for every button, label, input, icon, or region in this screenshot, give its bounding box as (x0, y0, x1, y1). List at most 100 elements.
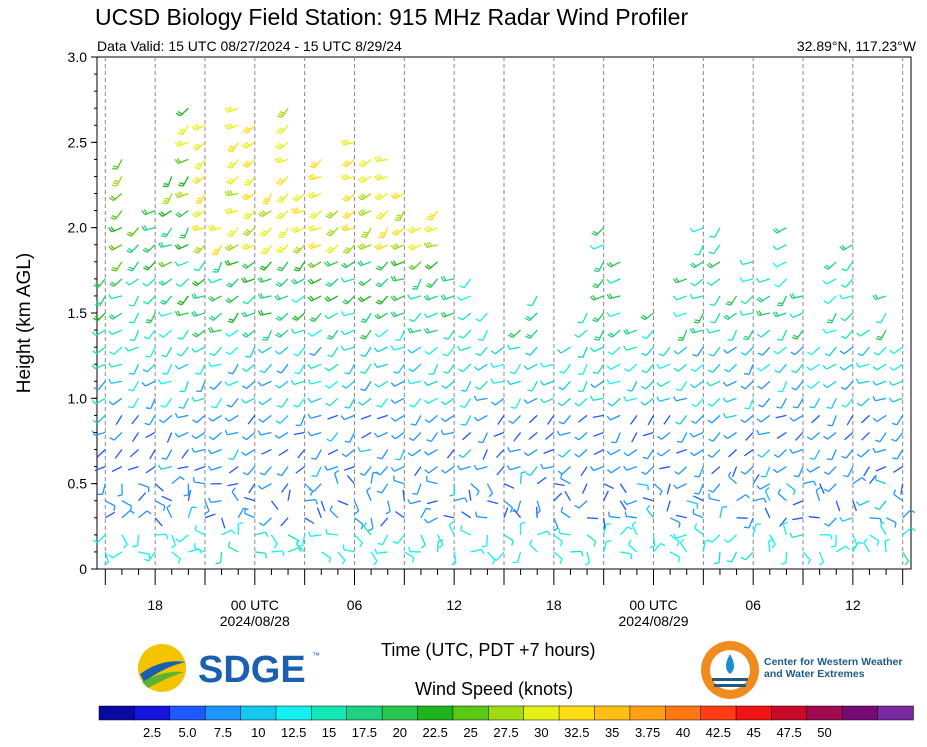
wind-barb-feather (823, 471, 829, 475)
wind-barb-shaft (149, 346, 156, 358)
wind-barb-shaft (344, 414, 355, 421)
wind-barb-feather (341, 264, 346, 269)
wind-barb-feather (459, 405, 465, 409)
wind-barb-feather (396, 214, 402, 217)
wind-barb-feather (228, 244, 234, 249)
wind-barb-feather (839, 294, 843, 300)
wind-barb-feather (894, 522, 897, 528)
y-tick-label: 0.5 (68, 476, 88, 492)
wind-barb-shaft (626, 465, 638, 471)
wind-barb-shaft (178, 363, 189, 370)
wind-barb-shaft (711, 414, 721, 424)
wind-barb-shaft (543, 397, 555, 404)
wind-barb-shaft (826, 380, 837, 389)
wind-barb-shaft (745, 432, 754, 441)
wind-barb-shaft (410, 380, 422, 385)
wind-barb-shaft (133, 295, 140, 307)
wind-barb-feather (676, 440, 683, 444)
wind-barb-shaft (113, 432, 123, 441)
wind-barb-shaft (516, 500, 522, 512)
wind-barb-shaft (364, 346, 372, 357)
wind-barb-feather (144, 265, 150, 269)
wind-barb-feather (740, 352, 746, 356)
wind-barb-feather (207, 278, 212, 284)
wind-barb-shaft (609, 380, 621, 385)
wind-barb-feather (411, 226, 416, 231)
wind-barb-feather (344, 372, 350, 375)
wind-barb-shaft (835, 500, 841, 512)
wind-barb-shaft (547, 415, 555, 425)
wind-barb-shaft (748, 398, 754, 409)
wind-barb-shaft (279, 380, 289, 389)
wind-barb-feather (693, 321, 699, 324)
wind-barb-feather (393, 230, 399, 235)
wind-barb-feather (326, 336, 332, 340)
wind-barb-feather (824, 353, 830, 357)
wind-barb-feather (891, 438, 897, 442)
wind-barb-feather (606, 415, 611, 421)
wind-barb-shaft (636, 483, 648, 487)
wind-barb-feather (207, 449, 212, 455)
wind-barb-shaft (399, 329, 405, 341)
wind-barb-shaft (329, 509, 339, 519)
wind-barb-shaft (619, 500, 627, 511)
wind-barb-feather (740, 470, 746, 475)
wind-barb-feather (291, 279, 296, 285)
wind-barb-feather (257, 293, 262, 299)
wind-barb-shaft (793, 414, 804, 422)
wind-barb-feather (707, 454, 713, 458)
wind-barb-feather (376, 194, 382, 199)
wind-barb-shaft (331, 346, 339, 357)
wind-barb-feather (143, 225, 148, 231)
wind-barb-shaft (527, 397, 538, 404)
wind-barb-feather (368, 528, 374, 532)
wind-barb-feather (265, 553, 267, 559)
wind-barb-feather (174, 412, 179, 418)
wind-barb-feather (557, 402, 563, 407)
wind-barb-feather (174, 432, 179, 438)
wind-barb-shaft (162, 210, 173, 217)
wind-barb-feather (309, 225, 314, 231)
wind-barb-feather (307, 244, 312, 249)
wind-barb-shaft (564, 490, 572, 502)
wind-barb-feather (540, 398, 545, 404)
wind-barb-feather (856, 332, 861, 337)
wind-barb-feather (245, 193, 251, 198)
wind-barb-shaft (479, 346, 488, 356)
wind-barb-shaft (731, 551, 738, 563)
wind-barb-shaft (869, 517, 881, 520)
wind-barb-shaft (695, 414, 704, 424)
wind-barb-shaft (370, 551, 378, 562)
wind-barb-shaft (513, 432, 522, 442)
wind-barb-feather (145, 407, 151, 410)
wind-barb-shaft (792, 312, 804, 319)
wind-barb-feather (245, 229, 251, 233)
wind-barb-shaft (298, 363, 306, 375)
wind-barb-feather (789, 448, 794, 454)
wind-barb-shaft (183, 227, 189, 239)
wind-barb-feather (694, 475, 700, 478)
wind-barb-feather (363, 522, 368, 527)
wind-barb-shaft (577, 414, 588, 423)
wind-barb-shaft (364, 363, 372, 374)
wind-barb-feather (108, 245, 113, 251)
wind-barb-feather (180, 234, 186, 237)
wind-barb-feather (93, 284, 99, 288)
wind-barb-shaft (279, 414, 289, 424)
wind-barb-feather (257, 430, 262, 436)
wind-barb-shaft (155, 533, 167, 536)
wind-barb-feather (308, 488, 314, 493)
wind-barb-feather (129, 339, 135, 341)
wind-barb-feather (246, 212, 252, 216)
wind-barb-feather (841, 404, 847, 408)
wind-barb-shaft (370, 472, 374, 484)
wind-barb-shaft (678, 466, 688, 475)
wind-barb-feather (142, 368, 148, 373)
wind-barb-feather (507, 446, 511, 452)
wind-barb-feather (491, 559, 496, 565)
wind-barb-feather (245, 243, 250, 248)
wind-barb-shaft (96, 346, 106, 355)
wind-barb-feather (708, 262, 714, 267)
wind-barb-feather (194, 144, 200, 149)
wind-barb-shaft (553, 534, 563, 543)
